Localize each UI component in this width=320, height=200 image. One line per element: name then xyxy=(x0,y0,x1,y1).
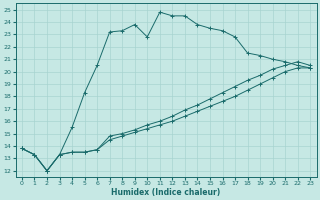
X-axis label: Humidex (Indice chaleur): Humidex (Indice chaleur) xyxy=(111,188,221,197)
